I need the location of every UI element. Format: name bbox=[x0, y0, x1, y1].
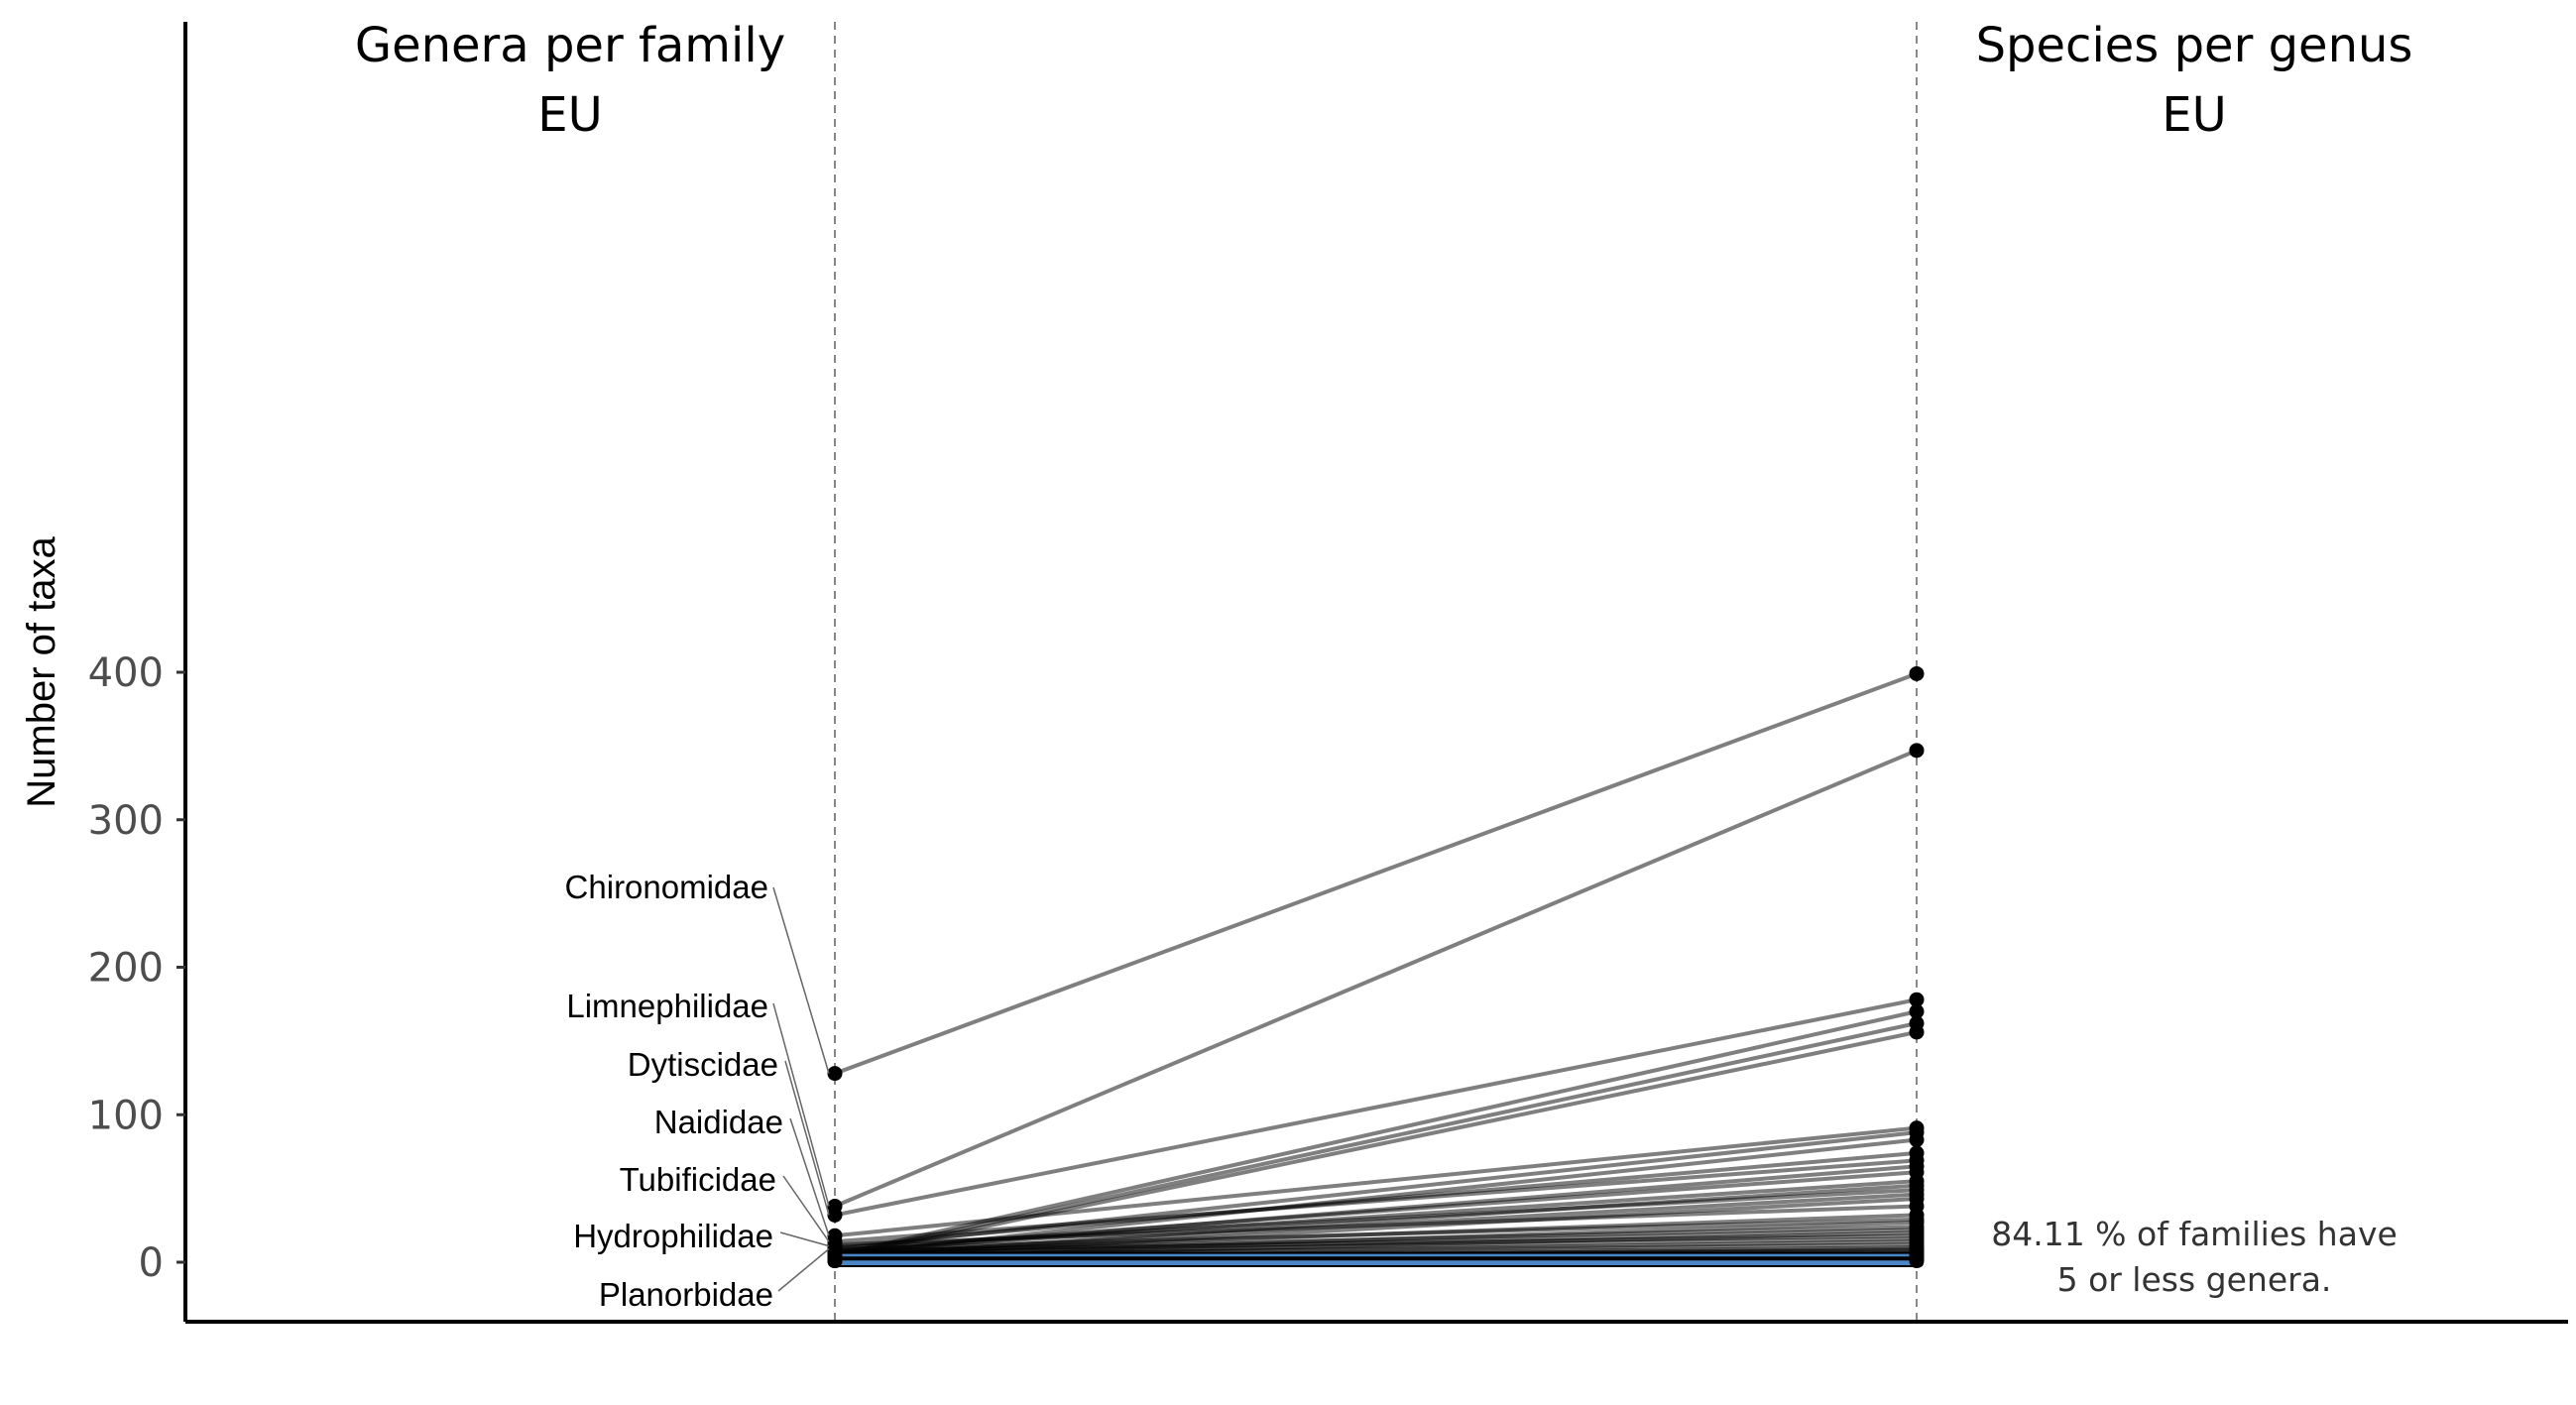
series-line-11 bbox=[834, 1158, 1918, 1244]
y-tick-label-400: 400 bbox=[88, 650, 164, 696]
leader-line-naididae bbox=[789, 1117, 830, 1236]
series-line-27 bbox=[834, 1236, 1918, 1256]
series-line-1 bbox=[834, 671, 1918, 1076]
y-tick-label-300: 300 bbox=[88, 798, 164, 844]
right-point-39 bbox=[1909, 1253, 1925, 1269]
y-tick-label-100: 100 bbox=[88, 1093, 164, 1138]
leader-line-tubificidae bbox=[782, 1175, 830, 1242]
right-point-4 bbox=[1909, 1003, 1925, 1019]
left-panel-subtitle: EU bbox=[537, 87, 602, 143]
right-point-3 bbox=[1909, 992, 1925, 1007]
family-label-limnephilidae: Limnephilidae bbox=[566, 988, 768, 1024]
left-panel-title: Genera per family bbox=[355, 18, 785, 73]
axes: 0 100 200 300 400 bbox=[88, 22, 2568, 1324]
series-line-2 bbox=[834, 748, 1918, 1209]
series-line-7 bbox=[834, 1125, 1918, 1238]
y-tick-label-200: 200 bbox=[88, 946, 164, 992]
series-line-21 bbox=[834, 1217, 1918, 1251]
leader-line-planorbidae bbox=[777, 1248, 830, 1292]
highlight-box-group bbox=[828, 1251, 1924, 1267]
right-point-1 bbox=[1909, 665, 1925, 681]
leader-line-dytiscidae bbox=[784, 1060, 830, 1216]
series-points bbox=[827, 665, 1925, 1269]
left-point-1 bbox=[827, 1066, 843, 1082]
left-point-39 bbox=[827, 1253, 843, 1269]
leader-line-hydrophilidae bbox=[779, 1231, 830, 1247]
left-point-3 bbox=[827, 1207, 843, 1223]
series-line-26 bbox=[834, 1233, 1918, 1253]
right-point-6 bbox=[1909, 1024, 1925, 1040]
series-line-3 bbox=[834, 997, 1918, 1218]
leader-line-limnephilidae bbox=[772, 1002, 830, 1207]
right-panel-title: Species per genus bbox=[1976, 18, 2413, 73]
y-tick-label-0: 0 bbox=[139, 1240, 164, 1286]
leader-line-chironomidae bbox=[772, 886, 830, 1074]
series-lines bbox=[834, 22, 1918, 1322]
right-point-2 bbox=[1909, 743, 1925, 759]
family-label-tubificidae: Tubificidae bbox=[620, 1161, 776, 1198]
family-labels: Chironomidae Limnephilidae Dytiscidae Naidi… bbox=[565, 869, 830, 1313]
series-line-19 bbox=[834, 1204, 1918, 1247]
annotation-line-2: 5 or less genera. bbox=[2057, 1260, 2332, 1299]
right-panel-subtitle: EU bbox=[2162, 87, 2226, 143]
family-label-chironomidae: Chironomidae bbox=[565, 869, 768, 905]
family-label-hydrophilidae: Hydrophilidae bbox=[573, 1218, 773, 1254]
series-line-6 bbox=[834, 1029, 1918, 1260]
right-point-9 bbox=[1909, 1132, 1925, 1148]
family-label-naididae: Naididae bbox=[654, 1104, 783, 1140]
annotation-line-1: 84.11 % of families have bbox=[1991, 1215, 2398, 1253]
family-label-planorbidae: Planorbidae bbox=[599, 1276, 773, 1313]
y-axis-title: Number of taxa bbox=[20, 536, 63, 808]
family-label-dytiscidae: Dytiscidae bbox=[628, 1046, 778, 1083]
series-line-4 bbox=[834, 1009, 1918, 1257]
